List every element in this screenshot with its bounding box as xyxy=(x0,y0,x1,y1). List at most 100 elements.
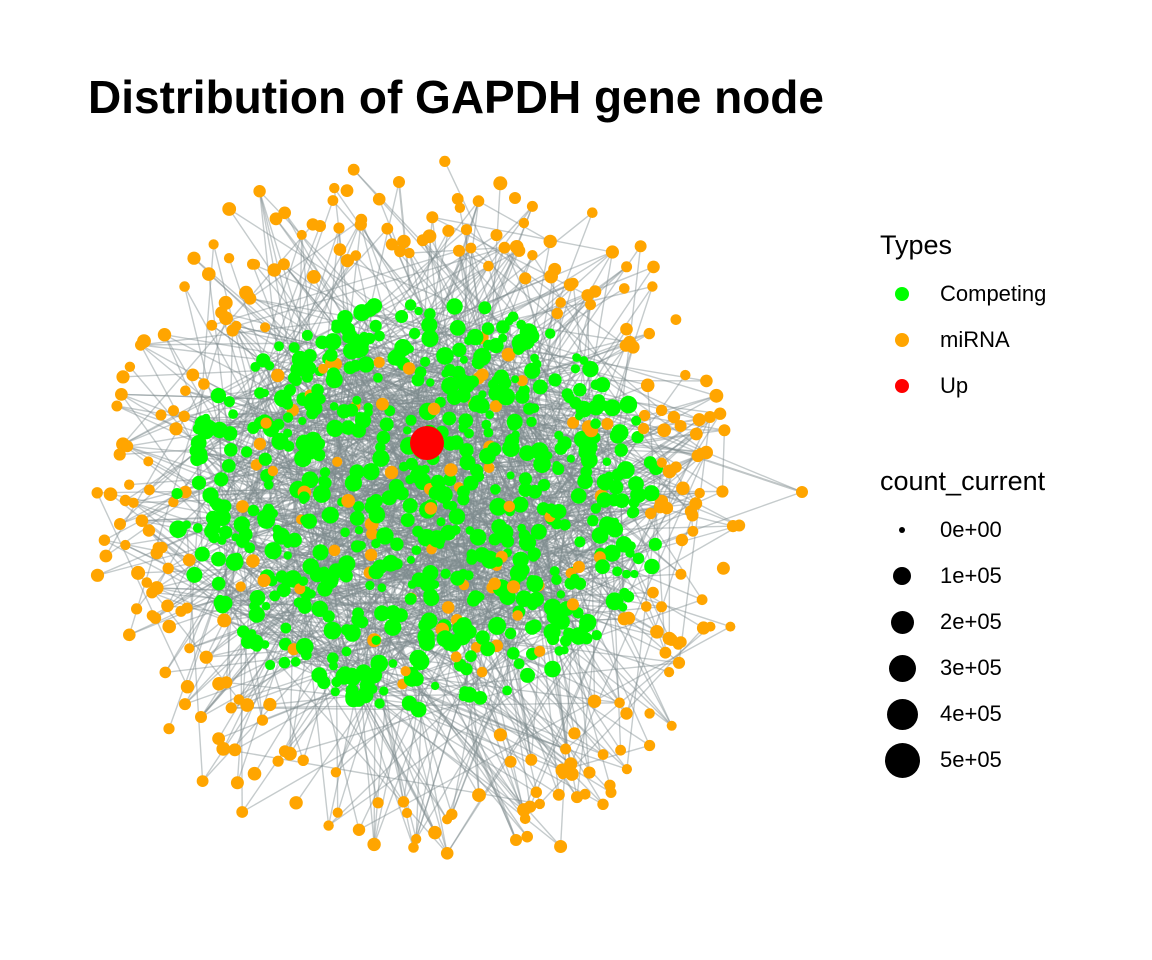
mirna-node xyxy=(585,299,596,311)
network-edge xyxy=(479,697,572,765)
competing-node xyxy=(315,393,326,405)
competing-node xyxy=(374,698,385,709)
mirna-node xyxy=(519,813,531,825)
competing-node xyxy=(488,379,499,390)
competing-node xyxy=(572,353,581,362)
network-edge xyxy=(411,678,526,820)
network-edge xyxy=(458,250,484,338)
network-edge xyxy=(184,353,509,417)
network-edge xyxy=(466,229,627,347)
competing-node xyxy=(644,558,660,575)
chart-title: Distribution of GAPDH gene node xyxy=(88,71,824,123)
competing-node xyxy=(475,630,490,645)
competing-node xyxy=(409,327,421,340)
competing-node xyxy=(543,623,561,641)
mirna-node xyxy=(713,407,727,420)
mirna-node xyxy=(428,825,442,840)
competing-node xyxy=(419,473,431,485)
mirna-node xyxy=(544,269,558,284)
mirna-node xyxy=(318,363,328,374)
competing-node xyxy=(233,516,250,533)
network-edge xyxy=(210,486,459,496)
network-edge xyxy=(361,311,521,344)
network-edge xyxy=(211,250,460,326)
network-edge xyxy=(231,702,620,709)
mirna-node xyxy=(601,417,614,430)
mirna-legend-dot xyxy=(895,333,909,347)
competing-node xyxy=(414,366,427,379)
competing-node xyxy=(612,566,623,577)
network-edge xyxy=(427,469,627,585)
competing-node xyxy=(481,322,495,335)
competing-node xyxy=(507,647,520,660)
competing-node xyxy=(491,519,507,535)
competing-node xyxy=(200,419,217,437)
competing-node xyxy=(563,627,575,639)
network-edge xyxy=(141,504,448,522)
mirna-node xyxy=(263,697,277,712)
mirna-node xyxy=(524,800,537,813)
network-edge xyxy=(360,224,426,470)
mirna-node xyxy=(696,594,708,606)
network-edge xyxy=(245,533,420,581)
mirna-node xyxy=(179,281,190,292)
mirna-node xyxy=(267,263,282,277)
competing-node xyxy=(577,473,593,490)
network-edge xyxy=(449,479,596,702)
competing-node xyxy=(319,467,331,478)
network-edge xyxy=(360,181,400,350)
competing-node xyxy=(409,649,428,668)
mirna-node xyxy=(716,485,729,498)
mirna-node xyxy=(278,206,292,220)
mirna-node xyxy=(672,656,686,669)
competing-node xyxy=(570,488,587,504)
network-edge xyxy=(186,481,424,609)
mirna-node xyxy=(534,798,545,810)
competing-node xyxy=(261,602,271,611)
network-edge xyxy=(236,247,505,327)
mirna-node xyxy=(657,423,672,438)
competing-node xyxy=(323,621,342,640)
network-edge xyxy=(254,533,373,643)
mirna-node xyxy=(162,619,176,634)
network-edge xyxy=(373,493,403,845)
network-edge xyxy=(360,545,567,750)
mirna-node xyxy=(489,400,502,413)
competing-node xyxy=(626,507,638,519)
competing-node xyxy=(388,659,398,668)
mirna-node xyxy=(289,796,303,810)
mirna-node xyxy=(483,462,495,473)
mirna-node xyxy=(402,362,416,375)
competing-node xyxy=(196,447,208,459)
mirna-node xyxy=(223,253,235,264)
network-edge xyxy=(299,493,323,589)
competing-node xyxy=(511,430,520,439)
network-edge xyxy=(305,561,499,607)
mirna-node xyxy=(718,424,731,437)
network-edge xyxy=(619,432,624,608)
mirna-node xyxy=(271,368,285,383)
competing-node xyxy=(211,551,226,567)
competing-node xyxy=(596,473,614,491)
competing-node xyxy=(194,546,210,562)
mirna-node xyxy=(249,259,261,270)
mirna-node xyxy=(440,847,454,860)
network-edge xyxy=(521,380,580,417)
competing-node xyxy=(512,496,529,513)
mirna-node xyxy=(341,494,356,508)
competing-node xyxy=(458,691,469,702)
network-edge xyxy=(289,312,363,754)
competing-node xyxy=(411,545,422,555)
mirna-node xyxy=(454,202,466,213)
network-edge xyxy=(427,360,585,585)
network-edge xyxy=(471,559,560,795)
competing-node xyxy=(400,513,415,528)
network-edge xyxy=(332,341,514,654)
network-edge xyxy=(451,437,596,815)
mirna-node xyxy=(579,788,591,800)
network-edge xyxy=(343,305,375,412)
network-edge xyxy=(530,651,541,760)
mirna-node xyxy=(408,842,419,853)
mirna-node xyxy=(137,334,151,348)
mirna-node xyxy=(675,568,687,580)
